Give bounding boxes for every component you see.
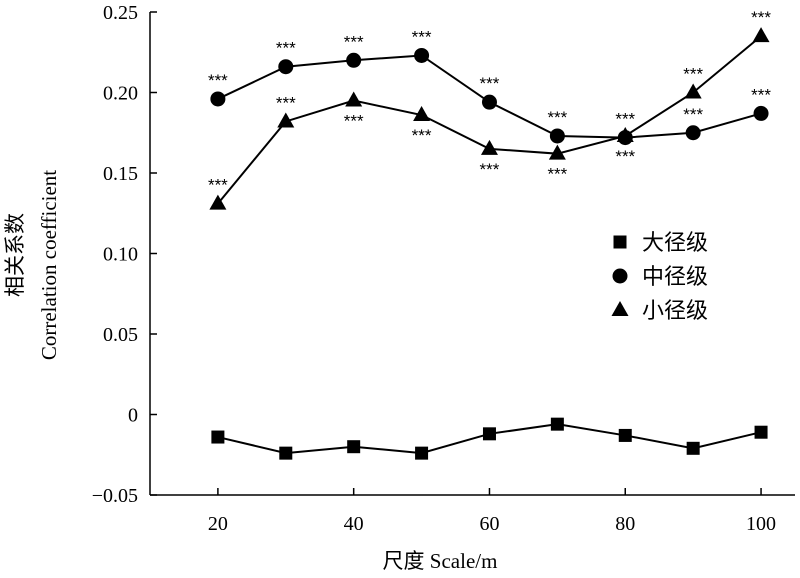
data-point-triangle: [413, 106, 431, 122]
y-axis-title-en: Correlation coefficient: [37, 170, 61, 360]
data-point-circle: [210, 91, 226, 107]
significance-label: ***: [480, 74, 500, 93]
data-point-circle: [549, 128, 565, 144]
data-point-triangle: [616, 126, 634, 142]
data-point-square: [415, 446, 429, 460]
y-tick-label: 0: [128, 405, 138, 427]
data-point-triangle: [752, 27, 770, 43]
y-tick-label: 0.15: [103, 163, 138, 185]
y-tick-label: 0.20: [103, 83, 138, 105]
series-triangle: *** *** *** *** *** *** *** *** ***: [208, 8, 771, 210]
x-tick-label: 100: [746, 513, 776, 535]
legend-label: 小径级: [642, 299, 708, 324]
significance-label: ***: [547, 165, 567, 184]
series-layer: ****** *** ********* *** *******************…: [208, 8, 771, 460]
legend-marker-square: [613, 235, 627, 249]
data-point-triangle: [684, 83, 702, 99]
y-tick-label: 0.05: [103, 324, 138, 346]
y-tick-label: −0.05: [92, 485, 138, 507]
legend-label: 大径级: [642, 231, 708, 256]
significance-label: ***: [208, 176, 228, 195]
data-point-circle: [753, 105, 769, 121]
data-point-circle: [346, 52, 362, 68]
significance-label: ***: [683, 105, 703, 124]
significance-label: ***: [344, 112, 364, 131]
legend-marker-circle: [612, 268, 628, 284]
significance-label: ***: [615, 147, 635, 166]
significance-label: ***: [412, 27, 432, 46]
data-point-square: [550, 417, 564, 431]
significance-label: ***: [276, 93, 296, 112]
legend-label: 中径级: [642, 265, 708, 290]
data-point-square: [347, 440, 361, 454]
data-point-triangle: [548, 144, 566, 160]
significance-label: ***: [412, 126, 432, 145]
x-tick-label: 80: [615, 513, 635, 535]
significance-label: ***: [344, 32, 364, 51]
series-square: [211, 417, 768, 460]
data-point-circle: [414, 47, 430, 63]
significance-label: ***: [751, 8, 771, 27]
data-point-square: [482, 427, 496, 441]
data-point-square: [686, 441, 700, 455]
data-point-triangle: [345, 91, 363, 107]
data-point-square: [279, 446, 293, 460]
x-tick-label: 60: [479, 513, 499, 535]
data-point-triangle: [277, 112, 295, 128]
x-tick-label: 40: [344, 513, 364, 535]
data-point-square: [618, 428, 632, 442]
y-tick-label: 0.10: [103, 244, 138, 266]
significance-label: ***: [480, 160, 500, 179]
x-axis-title: 尺度 Scale/m: [383, 549, 498, 573]
significance-label: ***: [208, 71, 228, 90]
significance-label: ***: [683, 65, 703, 84]
significance-label: ***: [615, 110, 635, 129]
x-tick-label: 20: [208, 513, 228, 535]
significance-label: ***: [751, 85, 771, 104]
y-axis-title-cn: 相关系数: [3, 213, 27, 297]
data-point-square: [211, 430, 225, 444]
y-tick-label: 0.25: [103, 2, 138, 24]
data-point-triangle: [209, 194, 227, 210]
data-point-triangle: [480, 139, 498, 155]
axes: −0.05 0 0.05 0.10 0.15 0.20 0.25 20 40 60 80 100: [92, 2, 795, 535]
data-point-square: [754, 425, 768, 439]
significance-label: ***: [276, 39, 296, 58]
data-point-circle: [481, 94, 497, 110]
data-point-circle: [278, 59, 294, 75]
legend-marker-triangle: [611, 301, 629, 316]
data-point-circle: [685, 125, 701, 141]
significance-label: ***: [547, 108, 567, 127]
